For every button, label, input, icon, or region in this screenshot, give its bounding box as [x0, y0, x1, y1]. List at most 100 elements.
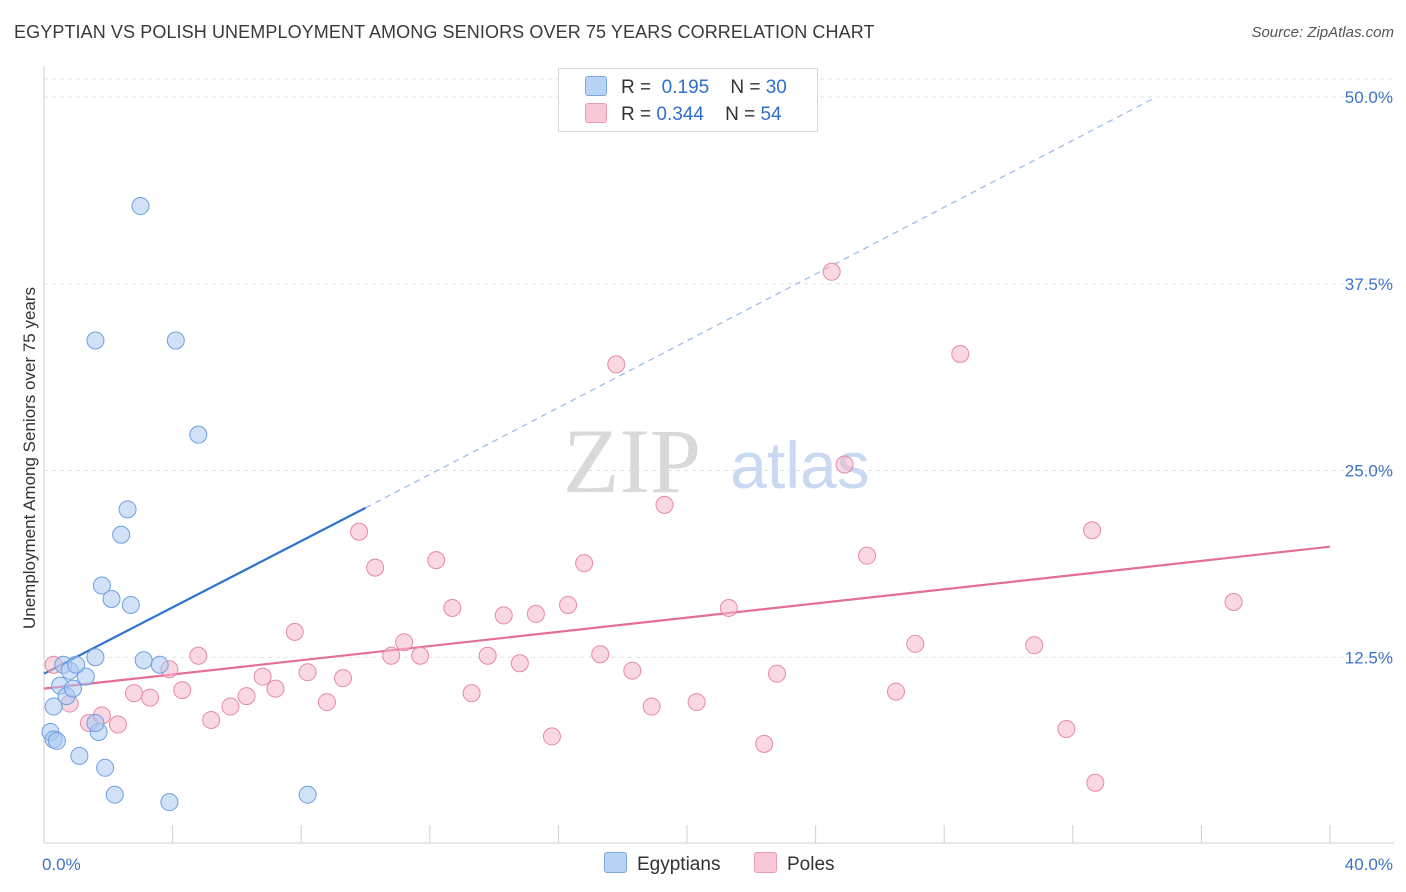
- point-egyptians: [76, 667, 95, 686]
- point-poles: [237, 687, 256, 706]
- point-egyptians: [298, 785, 317, 804]
- point-poles: [510, 654, 529, 673]
- point-poles: [1057, 719, 1076, 738]
- point-poles: [642, 697, 661, 716]
- point-poles: [542, 727, 561, 746]
- point-poles: [1224, 592, 1243, 611]
- legend-r-value-egyptians: 0.195: [661, 77, 710, 98]
- point-egyptians: [121, 595, 140, 614]
- point-poles: [623, 661, 642, 680]
- point-poles: [443, 598, 462, 617]
- legend-n-label: N =: [730, 77, 761, 98]
- point-poles: [173, 681, 192, 700]
- source-credit: Source: ZipAtlas.com: [1251, 24, 1394, 41]
- point-egyptians: [92, 576, 111, 595]
- point-poles: [462, 684, 481, 703]
- point-poles: [411, 646, 430, 665]
- point-egyptians: [44, 697, 63, 716]
- legend-swatch-egyptians: [585, 76, 607, 96]
- point-egyptians: [86, 648, 105, 667]
- point-poles: [108, 715, 127, 734]
- point-poles: [719, 598, 738, 617]
- point-poles: [822, 262, 841, 281]
- point-poles: [1025, 636, 1044, 655]
- point-poles: [607, 355, 626, 374]
- point-poles: [298, 663, 317, 682]
- point-egyptians: [47, 731, 66, 750]
- point-poles: [687, 693, 706, 712]
- point-egyptians: [160, 793, 179, 812]
- point-poles: [202, 710, 221, 729]
- series-label-poles: Poles: [787, 854, 835, 875]
- point-egyptians: [131, 197, 150, 216]
- point-egyptians: [105, 785, 124, 804]
- y-tick-label: 37.5%: [1345, 275, 1393, 294]
- point-poles: [478, 646, 497, 665]
- y-tick-label: 12.5%: [1345, 648, 1393, 667]
- x-tick-label-max: 40.0%: [1345, 855, 1393, 874]
- watermark-zip: ZIP: [563, 410, 701, 512]
- point-poles: [317, 693, 336, 712]
- point-egyptians: [112, 525, 131, 544]
- series-label-egyptians: Egyptians: [637, 854, 721, 875]
- point-poles: [591, 645, 610, 664]
- point-poles: [366, 558, 385, 577]
- point-poles: [835, 455, 854, 474]
- point-poles: [221, 697, 240, 716]
- point-poles: [768, 664, 787, 683]
- correlation-legend: R = 0.195 N = 30 R = 0.344 N = 54: [558, 68, 818, 132]
- point-egyptians: [189, 425, 208, 444]
- chart-title: EGYPTIAN VS POLISH UNEMPLOYMENT AMONG SE…: [14, 22, 875, 42]
- series-legend-egyptians[interactable]: Egyptians: [604, 852, 720, 876]
- point-poles: [427, 551, 446, 570]
- y-tick-label: 50.0%: [1345, 88, 1393, 107]
- point-egyptians: [67, 655, 86, 674]
- trend-lines: [43, 96, 1331, 690]
- point-egyptians: [63, 679, 82, 698]
- point-poles: [266, 679, 285, 698]
- point-egyptians: [102, 589, 121, 608]
- series-swatch-poles: [754, 852, 777, 873]
- point-poles: [395, 633, 414, 652]
- point-poles: [858, 546, 877, 565]
- series-swatch-egyptians: [604, 852, 627, 873]
- y-tick-label: 25.0%: [1345, 462, 1393, 481]
- point-poles: [655, 495, 674, 514]
- trend-line-egyptians: [43, 506, 367, 675]
- point-poles: [886, 682, 905, 701]
- axes: [43, 66, 1394, 844]
- point-poles: [189, 646, 208, 665]
- point-egyptians: [166, 331, 185, 350]
- point-poles: [141, 688, 160, 707]
- point-poles: [285, 622, 304, 641]
- point-poles: [382, 646, 401, 665]
- x-tick-label-min: 0.0%: [42, 855, 81, 874]
- point-egyptians: [118, 500, 137, 519]
- legend-row-poles: R = 0.344 N = 54: [585, 103, 782, 127]
- series-legend: Egyptians Poles: [0, 852, 1406, 878]
- point-poles: [1083, 521, 1102, 540]
- tick-labels: 12.5% 25.0% 37.5% 50.0% 0.0% 40.0%: [42, 88, 1393, 874]
- data-points: [41, 197, 1243, 812]
- point-poles: [755, 734, 774, 753]
- watermark: ZIP atlas: [563, 410, 870, 512]
- point-egyptians: [86, 713, 105, 732]
- series-legend-poles[interactable]: Poles: [754, 852, 835, 876]
- y-axis-label: Unemployment Among Seniors over 75 years: [20, 286, 39, 630]
- point-egyptians: [134, 651, 153, 670]
- trend-line-poles: [43, 545, 1331, 690]
- gridlines: [44, 78, 1394, 658]
- point-poles: [125, 684, 144, 703]
- point-poles: [526, 604, 545, 623]
- legend-r-label: R =: [621, 104, 652, 125]
- legend-r-value-poles: 0.344: [656, 104, 704, 125]
- legend-swatch-poles: [585, 103, 607, 123]
- point-egyptians: [86, 331, 105, 350]
- point-poles: [350, 522, 369, 541]
- point-poles: [575, 554, 594, 573]
- point-poles: [906, 634, 925, 653]
- point-poles: [1086, 773, 1105, 792]
- point-poles: [559, 595, 578, 614]
- point-egyptians: [70, 746, 89, 765]
